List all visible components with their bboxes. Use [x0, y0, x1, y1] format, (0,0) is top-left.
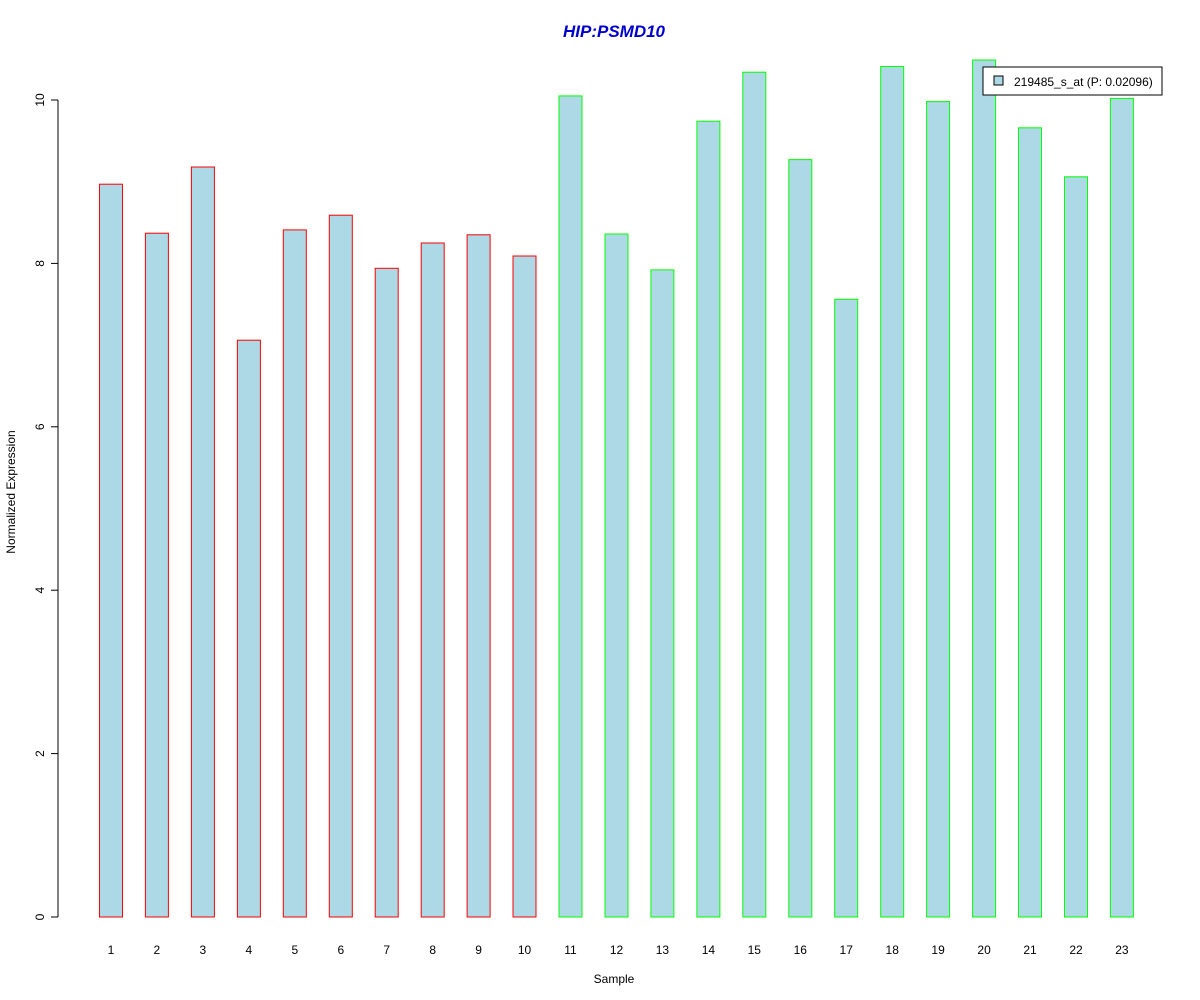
bar-sample-7	[374, 267, 399, 918]
x-tick-label: 10	[518, 943, 532, 957]
bar-sample-2	[144, 232, 169, 918]
x-tick-label: 2	[154, 943, 161, 957]
x-tick-label: 16	[794, 943, 808, 957]
bar-sample-1	[99, 183, 123, 918]
bar-sample-18	[880, 66, 905, 918]
x-tick-labels: 1 2 3 4 5 6 7 8 9 10 11 12 13 14 15 16 17 18 19 20 21 22 23	[108, 943, 1129, 957]
x-tick-label: 8	[429, 943, 436, 957]
x-tick-label: 12	[610, 943, 624, 957]
bar-sample-23	[1109, 97, 1134, 918]
legend-series-label: 219485_s_at (P: 0.02096)	[1014, 75, 1153, 89]
x-tick-label: 3	[200, 943, 207, 957]
x-tick-label: 15	[748, 943, 762, 957]
bar-sample-13	[650, 269, 675, 918]
x-tick-label: 19	[931, 943, 945, 957]
x-tick-label: 14	[702, 943, 716, 957]
y-axis-label: Normalized Expression	[4, 430, 18, 553]
bar-sample-21	[1018, 127, 1042, 918]
bars	[99, 59, 1134, 918]
x-tick-label: 7	[383, 943, 390, 957]
bar-sample-8	[420, 242, 445, 918]
x-tick-label: 9	[475, 943, 482, 957]
x-tick-label: 18	[886, 943, 900, 957]
bar-sample-15	[742, 71, 767, 918]
bar-sample-17	[834, 298, 859, 918]
bar-sample-19	[926, 101, 951, 918]
x-tick-label: 6	[337, 943, 344, 957]
y-tick-label: 4	[33, 587, 47, 594]
x-tick-label: 21	[1023, 943, 1037, 957]
y-tick-label: 0	[33, 913, 47, 920]
y-tick-label: 8	[33, 260, 47, 267]
x-tick-label: 17	[840, 943, 854, 957]
y-tick-label: 10	[33, 93, 47, 107]
y-tick-label: 2	[33, 750, 47, 757]
bar-sample-11	[558, 95, 583, 918]
x-tick-label: 22	[1069, 943, 1083, 957]
x-tick-label: 1	[108, 943, 115, 957]
bar-sample-14	[696, 120, 721, 918]
x-tick-label: 5	[291, 943, 298, 957]
bar-sample-12	[604, 233, 629, 918]
x-axis-label: Sample	[594, 972, 635, 986]
x-tick-label: 20	[977, 943, 991, 957]
y-axis: 0 2 4 6 8 10	[33, 93, 59, 920]
y-tick-label: 6	[33, 423, 47, 430]
legend-swatch	[993, 75, 1004, 86]
x-tick-label: 13	[656, 943, 670, 957]
bar-sample-3	[190, 166, 215, 918]
bar-sample-6	[328, 214, 353, 918]
x-tick-label: 23	[1115, 943, 1129, 957]
bar-sample-10	[512, 255, 537, 918]
bar-sample-16	[788, 159, 813, 918]
bar-sample-5	[282, 229, 307, 918]
chart-title: HIP:PSMD10	[563, 22, 666, 41]
x-tick-label: 4	[246, 943, 253, 957]
bar-sample-20	[972, 59, 997, 918]
bar-sample-22	[1064, 176, 1088, 918]
x-tick-label: 11	[564, 943, 577, 957]
bar-sample-9	[466, 234, 491, 918]
bar-sample-4	[236, 339, 261, 918]
legend-box	[982, 66, 1163, 96]
legend: 219485_s_at (P: 0.02096)	[982, 66, 1163, 96]
